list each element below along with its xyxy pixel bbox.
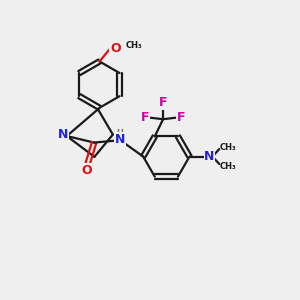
Text: CH₃: CH₃	[219, 143, 236, 152]
Text: O: O	[82, 164, 92, 177]
Text: N: N	[115, 133, 125, 146]
Text: CH₃: CH₃	[125, 41, 142, 50]
Text: F: F	[159, 96, 167, 109]
Text: N: N	[58, 128, 68, 141]
Text: F: F	[177, 111, 185, 124]
Text: N: N	[204, 150, 214, 163]
Text: F: F	[141, 111, 149, 124]
Text: O: O	[110, 42, 121, 56]
Text: CH₃: CH₃	[219, 161, 236, 170]
Text: H: H	[116, 129, 123, 138]
